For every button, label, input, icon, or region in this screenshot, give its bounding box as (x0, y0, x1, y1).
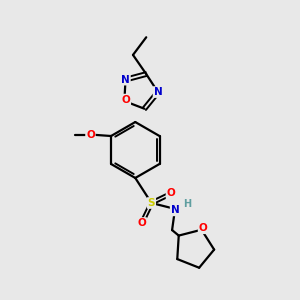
Text: N: N (121, 75, 130, 85)
Text: S: S (148, 198, 155, 208)
Text: O: O (86, 130, 95, 140)
Text: H: H (183, 199, 191, 208)
Text: N: N (154, 87, 162, 97)
Text: O: O (167, 188, 175, 198)
Text: O: O (199, 223, 207, 233)
Text: O: O (137, 218, 146, 228)
Text: O: O (122, 94, 130, 105)
Text: N: N (171, 206, 179, 215)
